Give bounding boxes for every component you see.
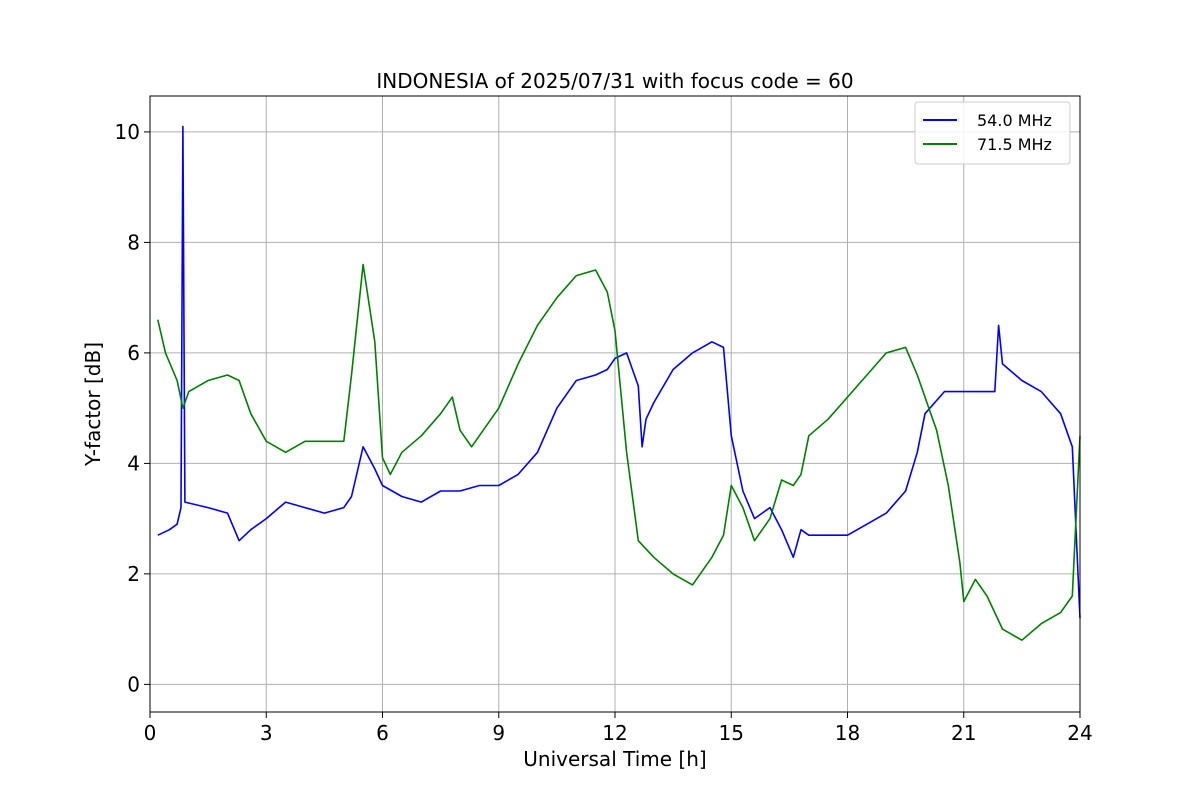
chart-title: INDONESIA of 2025/07/31 with focus code … [376, 69, 853, 93]
x-tick-label: 9 [492, 721, 505, 745]
x-tick-label: 12 [602, 721, 627, 745]
series-line-1 [157, 125, 1081, 619]
x-tick-label: 24 [1067, 721, 1092, 745]
y-axis-label: Y-factor [dB] [81, 342, 105, 467]
x-tick-label: 18 [835, 721, 860, 745]
y-tick-label: 8 [127, 230, 140, 254]
series-layer [157, 125, 1081, 641]
legend-label: 54.0 MHz [977, 111, 1052, 130]
x-tick-label: 15 [719, 721, 744, 745]
legend-box [914, 101, 1071, 165]
x-tick-label: 0 [144, 721, 157, 745]
x-axis-ticks: 0 3 6 9 12 15 18 21 24 [144, 712, 1093, 745]
y-tick-label: 4 [127, 451, 140, 475]
x-tick-label: 21 [951, 721, 976, 745]
legend: 54.0 MHz 71.5 MHz [914, 101, 1071, 165]
x-tick-label: 6 [376, 721, 389, 745]
y-tick-label: 2 [127, 562, 140, 586]
y-tick-label: 6 [127, 341, 140, 365]
y-tick-label: 10 [115, 120, 140, 144]
y-tick-label: 0 [127, 672, 140, 696]
x-tick-label: 3 [260, 721, 273, 745]
x-axis-label: Universal Time [h] [523, 747, 706, 771]
legend-label: 71.5 MHz [977, 135, 1052, 154]
y-axis-ticks: 0 2 4 6 8 10 [115, 120, 150, 696]
series-line-2 [157, 263, 1081, 641]
